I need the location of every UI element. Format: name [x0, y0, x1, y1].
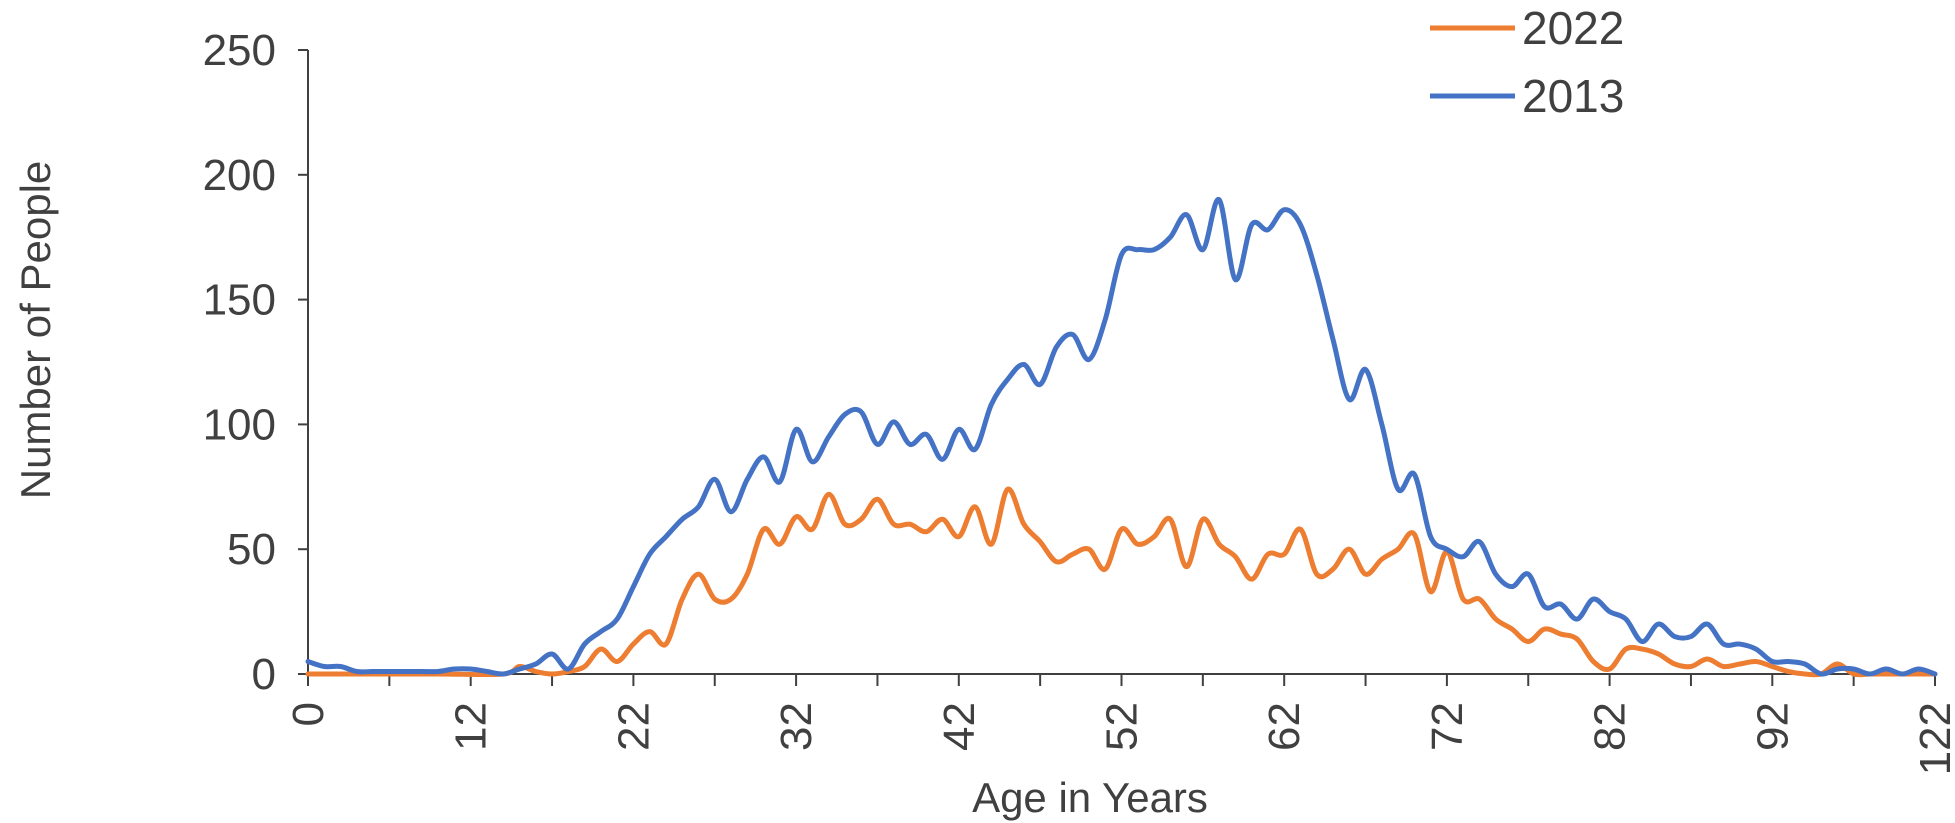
y-tick-label: 50 [227, 525, 276, 574]
y-tick-label: 250 [203, 26, 276, 75]
x-tick-label: 0 [284, 702, 333, 726]
y-tick-label: 100 [203, 400, 276, 449]
x-tick-label: 42 [935, 702, 984, 751]
series-layer [305, 197, 1938, 678]
x-tick-label: 72 [1423, 702, 1472, 751]
x-tick-label: 82 [1586, 702, 1635, 751]
axes: 0 50 100 150 200 250 0 12 22 32 42 52 62 72 82 92 122 [203, 26, 1955, 775]
x-tick-label: 122 [1911, 702, 1955, 775]
x-tick-label: 22 [609, 702, 658, 751]
y-tick-label: 150 [203, 276, 276, 325]
y-tick-label: 200 [203, 151, 276, 200]
x-tick-label: 92 [1748, 702, 1797, 751]
series-line-2013 [305, 197, 1938, 677]
x-tick-label: 52 [1098, 702, 1147, 751]
series-line-2022 [305, 486, 1938, 678]
x-axis-title: Age in Years [972, 774, 1208, 821]
y-tick-label: 0 [252, 650, 276, 699]
x-tick-label: 62 [1260, 702, 1309, 751]
x-tick-label: 12 [447, 702, 496, 751]
legend-label-2013: 2013 [1522, 70, 1624, 122]
y-axis-title: Number of People [12, 161, 59, 500]
x-tick-label: 32 [772, 702, 821, 751]
legend-label-2022: 2022 [1522, 2, 1624, 54]
legend: 2022 2013 [1430, 2, 1624, 122]
